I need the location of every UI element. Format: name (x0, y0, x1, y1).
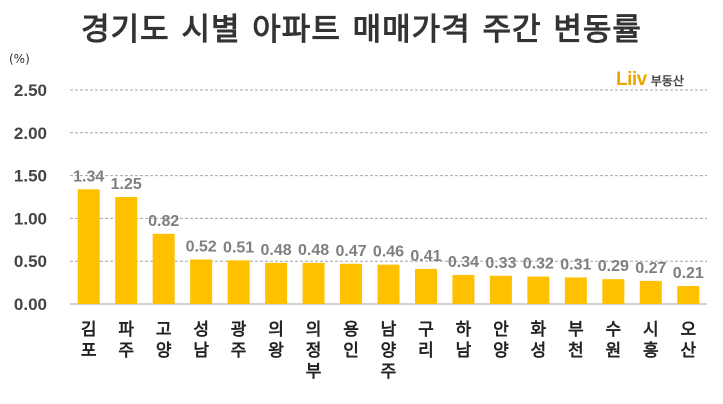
value-label: 0.51 (223, 239, 254, 256)
value-label: 1.25 (111, 176, 142, 193)
value-label: 0.82 (148, 213, 179, 230)
bar (340, 263, 363, 304)
brand-logo-text: 부동산 (650, 73, 684, 88)
y-tick-label: 0.00 (14, 295, 47, 314)
brand-logo-mark: Liiv (616, 69, 647, 90)
value-labels: 1.34 1.25 0.82 0.52 0.51 0.48 0.48 0.47 0.46 0.41… (73, 168, 704, 282)
chart-title: 경기도 시별 아파트 매매가격 주간 변동률 (81, 12, 642, 48)
y-tick-label: 1.50 (14, 167, 47, 186)
value-label: 0.46 (373, 244, 404, 261)
bar (265, 262, 288, 304)
value-label: 0.48 (298, 242, 329, 259)
bar (152, 233, 175, 304)
bar (452, 274, 475, 304)
value-label: 0.34 (448, 254, 479, 271)
value-label: 0.32 (523, 256, 554, 273)
bar (377, 264, 400, 304)
bars (77, 189, 700, 304)
bar (564, 277, 587, 304)
bar (414, 268, 437, 304)
value-label: 0.48 (261, 242, 292, 259)
bar (227, 260, 250, 304)
bar (77, 189, 100, 304)
bar (527, 276, 550, 304)
bar (190, 259, 213, 304)
value-label: 0.52 (186, 238, 217, 255)
bar (489, 275, 512, 304)
bar (639, 280, 662, 304)
y-axis-ticks: 0.00 0.50 1.00 1.50 2.00 2.50 (14, 81, 47, 314)
value-label: 0.27 (635, 260, 666, 277)
value-label: 1.34 (73, 168, 104, 185)
y-tick-label: 2.00 (14, 124, 47, 143)
value-label: 0.47 (335, 243, 366, 260)
bar (115, 197, 138, 304)
value-label: 0.41 (410, 248, 441, 265)
y-tick-label: 2.50 (14, 81, 47, 100)
y-tick-label: 1.00 (14, 209, 47, 228)
y-axis-unit-label: (%) (9, 52, 30, 66)
x-axis-labels: 김 포 파 주 고 양 성 남 광 주 의 왕 의 정 부 용 인 남 양 주 구 리 하 남 안 양 화 성 부 천 수 원 시 흥 오 산 (81, 320, 697, 382)
bar (677, 286, 700, 304)
value-label: 0.29 (598, 258, 629, 275)
bar (602, 279, 625, 304)
value-label: 0.31 (560, 256, 591, 273)
brand-logo: Liiv 부동산 (616, 69, 684, 90)
value-label: 0.33 (485, 255, 516, 272)
value-label: 0.21 (673, 265, 704, 282)
bar (302, 262, 325, 304)
y-tick-label: 0.50 (14, 252, 47, 271)
